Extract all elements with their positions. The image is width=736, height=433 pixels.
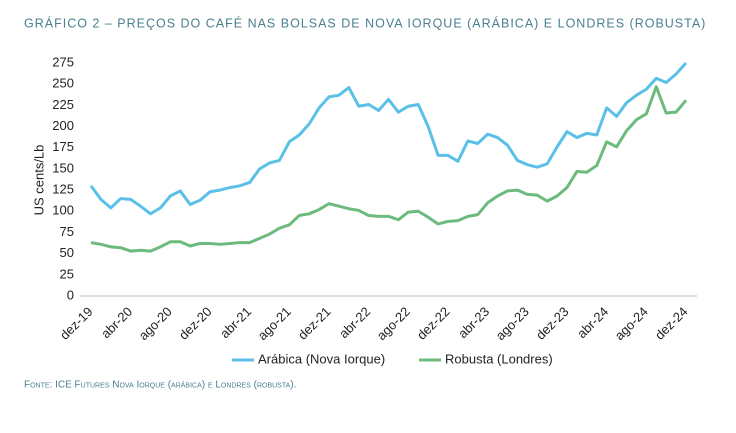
data-line xyxy=(89,61,688,216)
x-tick-label: abr-20 xyxy=(98,304,135,341)
y-tick-label: 150 xyxy=(52,160,74,175)
legend-label: Arábica (Nova Iorque) xyxy=(258,351,385,366)
x-tick-label: abr-22 xyxy=(336,304,373,341)
y-tick-label: 275 xyxy=(52,54,74,69)
x-tick-label: ago-20 xyxy=(136,304,175,343)
x-tick-label: ago-24 xyxy=(612,304,651,343)
source-note: Fonte: ICE Futures Nova Iorque (arábica)… xyxy=(24,380,296,391)
x-tick-label: dez-19 xyxy=(57,304,96,343)
x-tick-label: ago-23 xyxy=(493,304,532,343)
x-tick-label: dez-23 xyxy=(533,304,572,343)
y-tick-label: 125 xyxy=(52,182,74,197)
x-tick-label: dez-22 xyxy=(414,304,453,343)
y-tick-label: 75 xyxy=(60,224,74,239)
data-line xyxy=(90,85,688,253)
x-tick-label: abr-21 xyxy=(217,304,254,341)
y-tick-label: 0 xyxy=(67,287,74,302)
y-tick-label: 250 xyxy=(52,76,74,91)
y-tick-label: 200 xyxy=(52,118,74,133)
x-tick-label: dez-20 xyxy=(176,304,215,343)
x-tick-label: ago-21 xyxy=(255,304,294,343)
x-tick-label: abr-24 xyxy=(574,304,611,341)
x-tick-label: dez-21 xyxy=(295,304,334,343)
legend-label: Robusta (Londres) xyxy=(445,351,553,366)
y-axis-label: US cents/Lb xyxy=(31,145,46,216)
chart-title: GRÁFICO 2 – PREÇOS DO CAFÉ NAS BOLSAS DE… xyxy=(24,15,706,30)
y-tick-label: 100 xyxy=(52,203,74,218)
x-tick-label: abr-23 xyxy=(455,304,492,341)
y-tick-label: 225 xyxy=(52,97,74,112)
x-tick-label: dez-24 xyxy=(652,304,691,343)
y-tick-label: 175 xyxy=(52,139,74,154)
x-tick-label: ago-22 xyxy=(374,304,413,343)
y-tick-label: 50 xyxy=(60,245,74,260)
y-tick-label: 25 xyxy=(60,266,74,281)
